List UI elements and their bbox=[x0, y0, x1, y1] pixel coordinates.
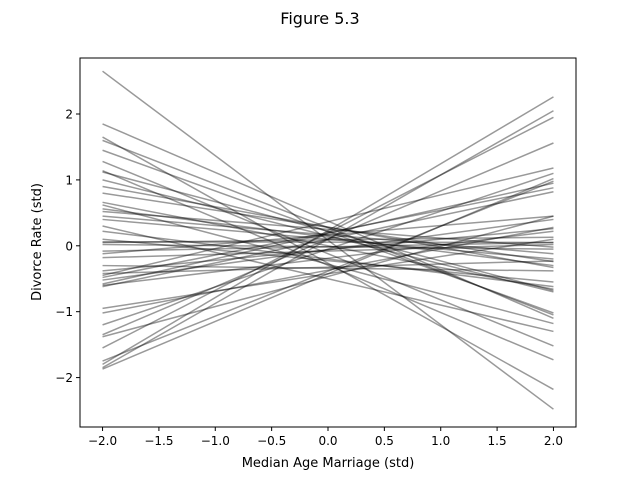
regression-line-30 bbox=[102, 226, 554, 314]
regression-line-26 bbox=[102, 218, 554, 281]
regression-line-40 bbox=[102, 264, 554, 272]
regression-line-33 bbox=[102, 215, 554, 338]
regression-line-27 bbox=[102, 182, 554, 285]
regression-line-10 bbox=[102, 192, 554, 263]
chart-title: Figure 5.3 bbox=[280, 9, 359, 28]
regression-line-42 bbox=[102, 241, 554, 252]
regression-line-31 bbox=[102, 172, 554, 326]
regression-line-29 bbox=[102, 230, 554, 287]
y-tick-label: −1 bbox=[55, 305, 73, 319]
regression-line-1 bbox=[102, 123, 554, 319]
regression-line-16 bbox=[102, 218, 554, 260]
regression-line-37 bbox=[102, 177, 554, 370]
regression-lines bbox=[102, 70, 554, 410]
x-tick-label: 2.0 bbox=[544, 434, 563, 448]
regression-line-7 bbox=[102, 171, 554, 292]
x-tick-label: 1.5 bbox=[488, 434, 507, 448]
y-tick-label: 2 bbox=[65, 108, 73, 122]
regression-line-18 bbox=[102, 241, 554, 244]
regression-line-4 bbox=[102, 149, 554, 314]
regression-line-44 bbox=[102, 167, 554, 277]
x-tick-label: 0.5 bbox=[375, 434, 394, 448]
regression-line-19 bbox=[102, 236, 554, 244]
regression-line-39 bbox=[102, 238, 554, 310]
regression-line-20 bbox=[102, 243, 554, 250]
regression-line-21 bbox=[102, 215, 554, 255]
regression-line-6 bbox=[102, 169, 554, 361]
y-axis-label: Divorce Rate (std) bbox=[30, 183, 45, 301]
regression-line-11 bbox=[102, 201, 554, 291]
x-tick-label: −2.0 bbox=[88, 434, 117, 448]
regression-line-3 bbox=[102, 139, 554, 316]
regression-line-22 bbox=[102, 243, 554, 259]
regression-line-41 bbox=[102, 230, 554, 288]
regression-line-14 bbox=[102, 210, 554, 248]
regression-line-36 bbox=[102, 110, 554, 369]
regression-line-34 bbox=[102, 116, 554, 349]
regression-line-25 bbox=[102, 187, 554, 279]
y-tick-label: 0 bbox=[65, 239, 73, 253]
regression-line-2 bbox=[102, 136, 554, 391]
regression-line-8 bbox=[102, 179, 554, 293]
x-tick-label: −0.5 bbox=[257, 434, 286, 448]
regression-line-32 bbox=[102, 142, 554, 336]
regression-line-24 bbox=[102, 260, 554, 275]
x-tick-label: −1.5 bbox=[144, 434, 173, 448]
regression-line-43 bbox=[102, 238, 554, 283]
y-tick-label: −2 bbox=[55, 371, 73, 385]
regression-line-35 bbox=[102, 96, 554, 366]
regression-line-15 bbox=[102, 215, 554, 255]
x-axis-label: Median Age Marriage (std) bbox=[242, 456, 415, 471]
x-tick-label: 1.0 bbox=[431, 434, 450, 448]
regression-line-13 bbox=[102, 208, 554, 267]
regression-line-28 bbox=[102, 191, 554, 288]
x-tick-label: −1.0 bbox=[201, 434, 230, 448]
regression-line-23 bbox=[102, 227, 554, 272]
x-tick-label: 0.0 bbox=[318, 434, 337, 448]
y-axis-ticks: −2 −1 0 1 2 bbox=[55, 108, 80, 385]
x-axis-ticks: −2.0 −1.5 −1.0 −0.5 0.0 0.5 1.0 1.5 2.0 bbox=[88, 427, 563, 448]
regression-line-0 bbox=[102, 70, 554, 410]
regression-line-38 bbox=[102, 180, 554, 362]
y-tick-label: 1 bbox=[65, 173, 73, 187]
regression-line-5 bbox=[102, 160, 554, 347]
regression-line-12 bbox=[102, 204, 554, 325]
regression-line-17 bbox=[102, 225, 554, 333]
regression-line-9 bbox=[102, 185, 554, 269]
